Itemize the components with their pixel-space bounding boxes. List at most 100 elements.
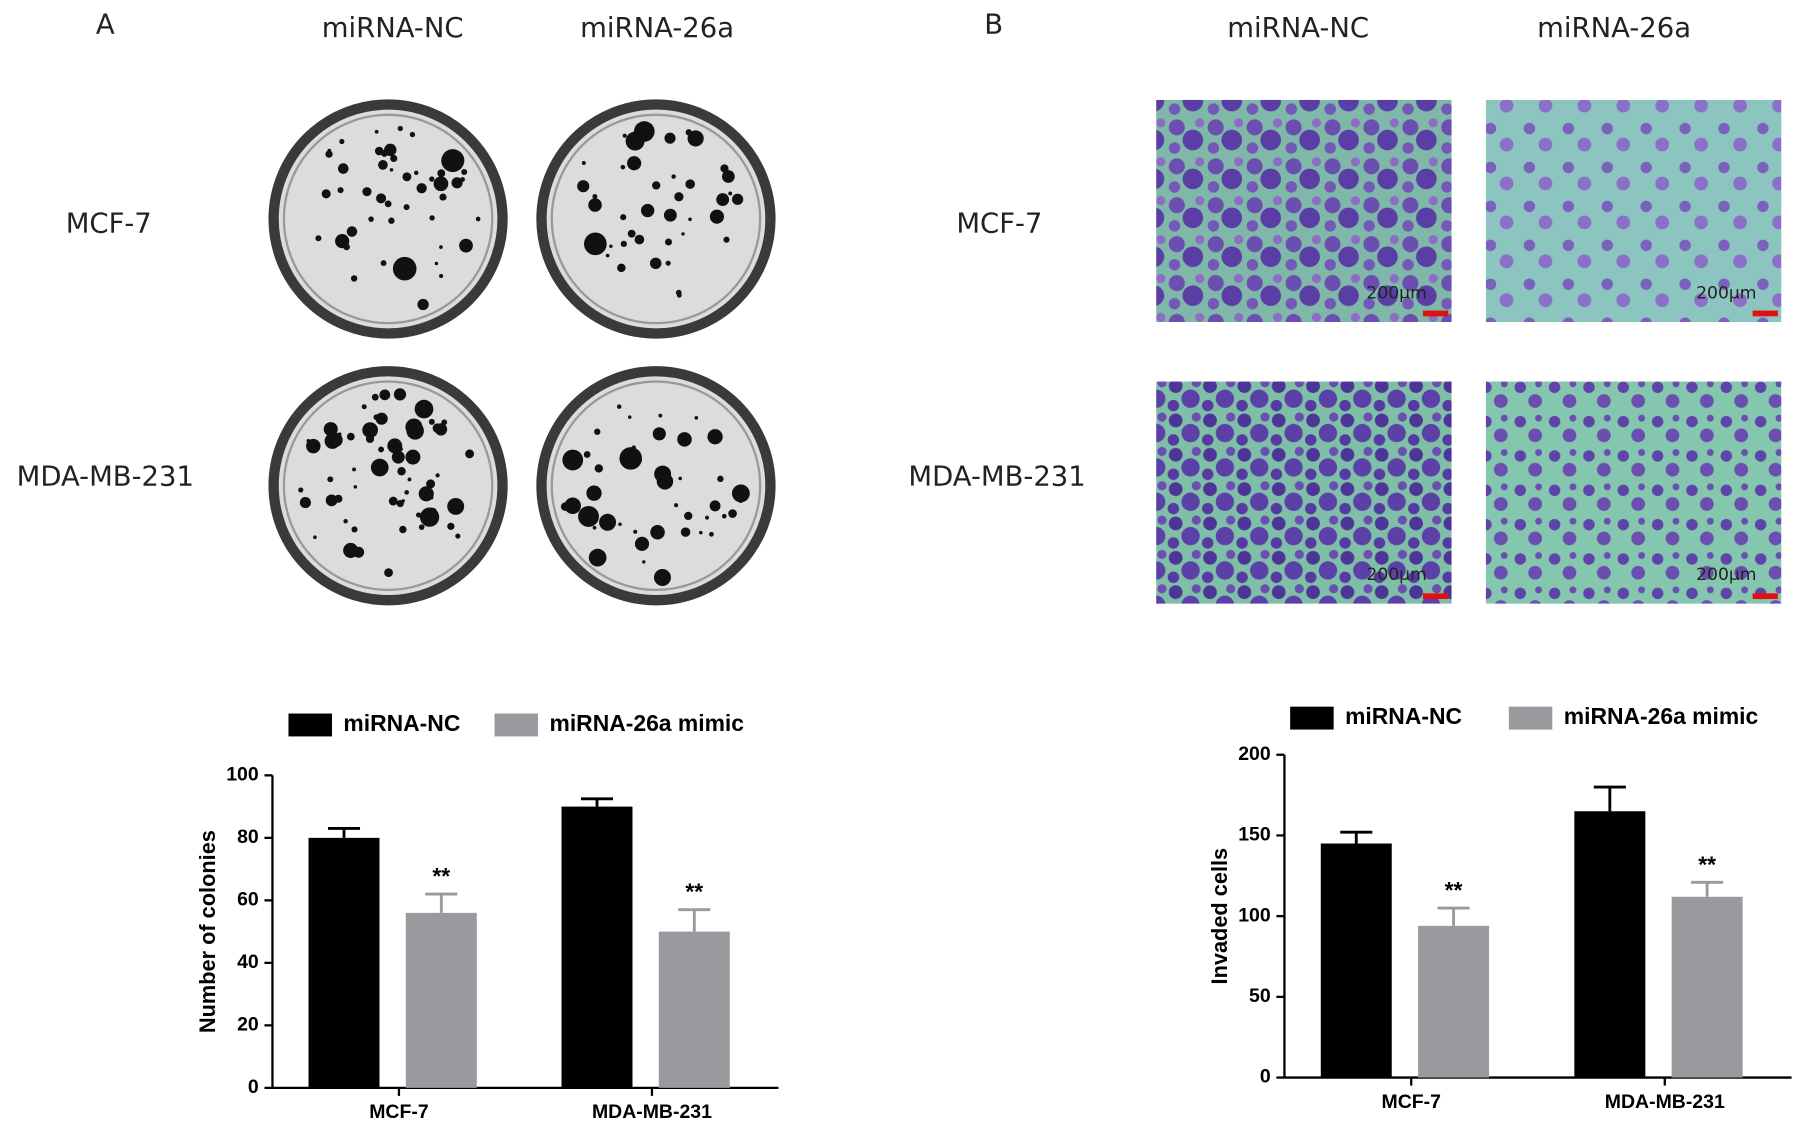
significance: ** [1698, 851, 1716, 877]
colony [298, 487, 304, 493]
colony [640, 203, 655, 218]
colony [684, 511, 693, 521]
micrograph [1156, 99, 1452, 323]
colony [439, 273, 444, 279]
dish-rim [282, 113, 494, 325]
colony [581, 161, 586, 166]
row-label: MDA-MB-231 [908, 462, 1085, 493]
colony [399, 525, 407, 534]
colony [720, 164, 729, 173]
colony [339, 138, 345, 145]
colony [629, 139, 635, 145]
colony [434, 261, 439, 266]
colony [346, 226, 358, 237]
colony [688, 217, 692, 222]
bar [1671, 896, 1743, 1078]
colony [435, 473, 440, 478]
colony [393, 388, 407, 401]
colony [414, 399, 434, 419]
colony [365, 434, 375, 444]
colony [384, 568, 393, 578]
colony [634, 234, 645, 245]
colony [418, 524, 425, 531]
colony [687, 130, 704, 147]
colony [588, 198, 602, 212]
significance: ** [685, 879, 703, 905]
colony [723, 236, 730, 243]
y-tick-label: 0 [248, 1076, 259, 1098]
colony [351, 526, 358, 533]
colony [426, 479, 436, 489]
dish-photos [268, 99, 776, 606]
colony [441, 419, 448, 426]
colony [384, 200, 392, 208]
colony [680, 527, 691, 537]
colony [637, 458, 643, 463]
colony [439, 245, 443, 249]
colony [685, 129, 692, 136]
colony [371, 393, 379, 401]
dish [536, 99, 776, 339]
colony [707, 429, 723, 445]
error-bar [1340, 830, 1373, 844]
colony [685, 179, 695, 189]
colony [409, 131, 416, 138]
scale-bar [1752, 593, 1778, 600]
colony [299, 497, 311, 509]
colony [627, 415, 632, 419]
colony [627, 229, 636, 238]
colony [388, 217, 395, 224]
colony [315, 235, 322, 242]
row-label: MDA-MB-231 [17, 462, 194, 493]
scale-bar-label: 200μm [1366, 283, 1426, 303]
x-tick-label: MDA-MB-231 [1605, 1091, 1725, 1113]
colony [609, 244, 613, 248]
colony [321, 189, 331, 199]
colony [362, 187, 372, 197]
legend-swatch [494, 713, 539, 737]
colony [343, 243, 350, 251]
row-label: MCF-7 [956, 209, 1042, 240]
colony [376, 193, 387, 204]
colony [324, 433, 341, 449]
colony [437, 169, 446, 178]
colony [586, 485, 602, 501]
colony [404, 490, 410, 495]
colony [392, 256, 417, 281]
colony [374, 129, 379, 134]
panel-label: A [96, 10, 115, 41]
colony [717, 475, 724, 483]
colony [594, 464, 604, 473]
colony [416, 183, 427, 194]
colony [451, 177, 463, 189]
colony [397, 125, 403, 132]
colony [584, 232, 607, 256]
y-tick-label: 0 [1260, 1066, 1271, 1088]
y-tick-label: 100 [226, 763, 259, 785]
colony [627, 156, 642, 171]
panel-label: B [984, 10, 1003, 41]
scale-bar-label: 200μm [1696, 565, 1756, 585]
colony [674, 503, 679, 508]
colony [622, 133, 627, 138]
micrograph [1485, 99, 1782, 323]
colony [407, 477, 412, 482]
colony [664, 132, 676, 144]
colony [381, 150, 388, 157]
colony [414, 170, 419, 175]
colony [677, 432, 692, 447]
colony [716, 193, 730, 207]
colony [592, 194, 598, 200]
colony [653, 568, 671, 587]
colony [429, 176, 435, 182]
colony [380, 260, 387, 266]
colony [699, 530, 703, 535]
colony [432, 423, 443, 433]
colony [337, 187, 344, 194]
y-tick-label: 20 [237, 1014, 259, 1036]
colony [429, 495, 434, 500]
column-label: miRNA-NC [1227, 13, 1369, 44]
colony [337, 432, 342, 436]
colony [594, 428, 601, 435]
colony [350, 275, 358, 282]
